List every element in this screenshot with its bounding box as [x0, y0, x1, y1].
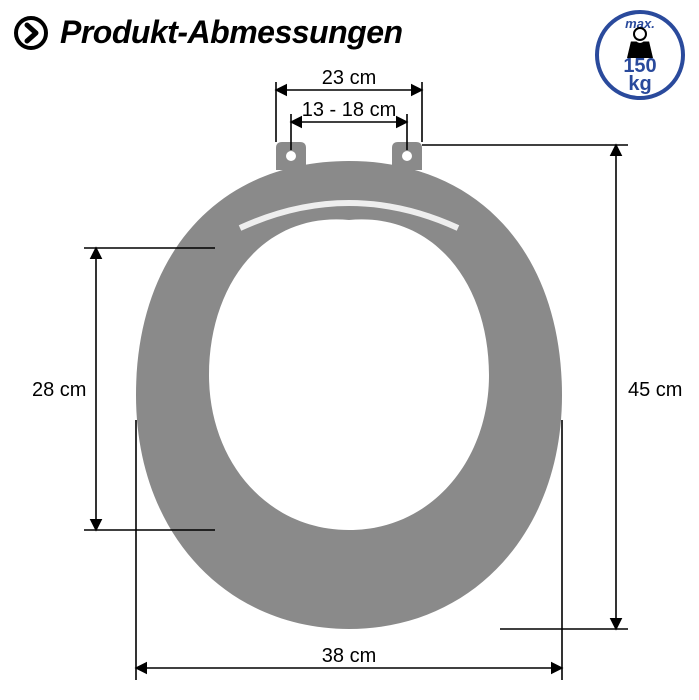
dim-inner-height: 28 cm: [32, 379, 86, 401]
dim-hinge-width: 23 cm: [322, 67, 376, 89]
dim-outer-width: 38 cm: [322, 645, 376, 667]
dim-hinge-range: 13 - 18 cm: [302, 99, 396, 121]
toilet-seat: [136, 142, 562, 629]
dimension-diagram: 23 cm 13 - 18 cm 28 cm 45 cm 38 cm: [0, 0, 699, 700]
canvas: Produkt-Abmessungen max. 150 kg: [0, 0, 699, 700]
dim-outer-height: 45 cm: [628, 379, 682, 401]
